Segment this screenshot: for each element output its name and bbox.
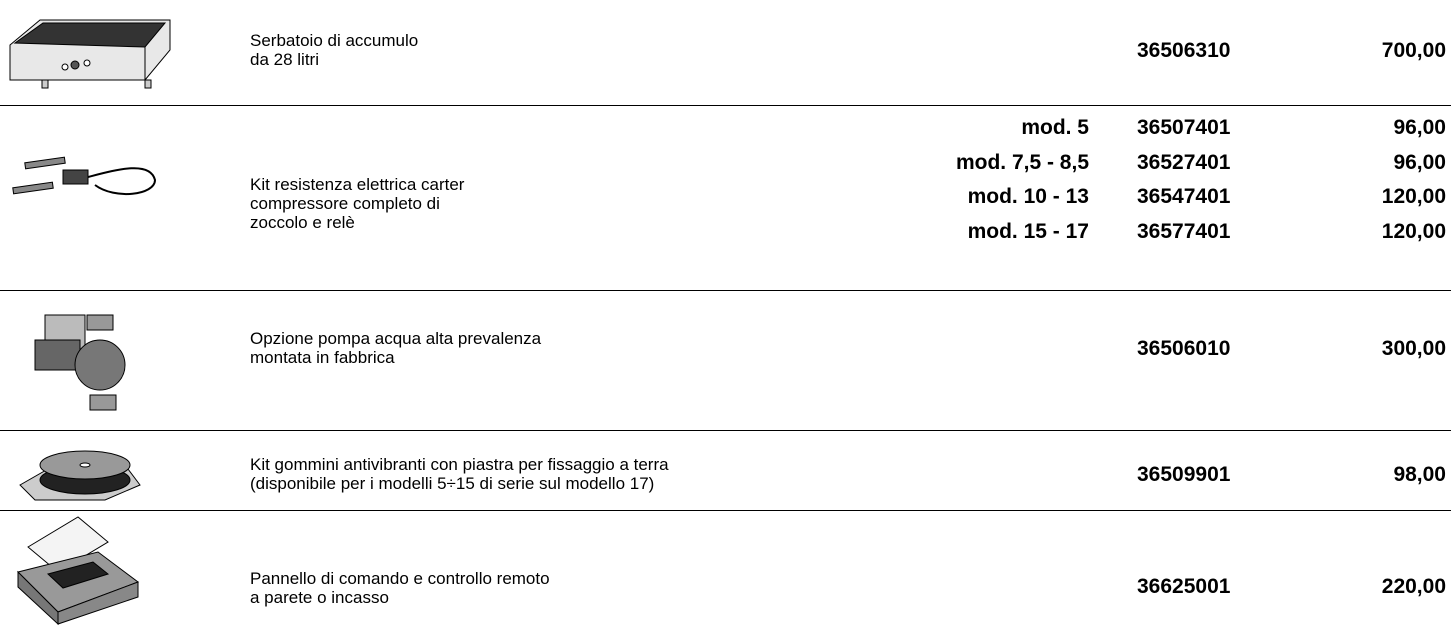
price: 96,00 xyxy=(1393,150,1446,174)
price: 96,00 xyxy=(1393,115,1446,139)
product-code: 36577401 xyxy=(1137,220,1231,244)
description-line: Pannello di comando e controllo remoto xyxy=(250,569,550,588)
description-line: Kit gommini antivibranti con piastra per… xyxy=(250,455,669,474)
description-line: zoccolo e relè xyxy=(250,212,355,232)
product-code: 36509901 xyxy=(1137,463,1231,486)
price: 300,00 xyxy=(1381,337,1446,360)
product-code: 36506010 xyxy=(1137,337,1231,360)
product-code: 36527401 xyxy=(1137,150,1231,174)
model: mod. 15 - 17 xyxy=(967,220,1089,244)
model: mod. 7,5 - 8,5 xyxy=(955,150,1089,174)
product-code: 36625001 xyxy=(1137,575,1231,598)
description-line: montata in fabbrica xyxy=(250,348,395,367)
antivibration-icon xyxy=(19,450,141,501)
price: 98,00 xyxy=(1393,463,1446,486)
row-separator xyxy=(0,510,1451,511)
control-panel-icon xyxy=(17,516,140,626)
model: mod. 10 - 13 xyxy=(967,185,1089,209)
description-line: a parete o incasso xyxy=(250,588,389,607)
pump-icon xyxy=(34,314,126,411)
heater-cable-icon xyxy=(12,156,157,196)
row-separator xyxy=(0,105,1451,106)
description-line: Kit resistenza elettrica carter xyxy=(250,174,465,194)
row-separator xyxy=(0,290,1451,291)
price: 120,00 xyxy=(1381,185,1446,209)
price: 220,00 xyxy=(1381,575,1446,598)
product-code: 36547401 xyxy=(1137,185,1231,209)
product-code: 36506310 xyxy=(1137,39,1231,62)
description-line: da 28 litri xyxy=(250,50,319,69)
row-separator xyxy=(0,430,1451,431)
product-code: 36507401 xyxy=(1137,115,1231,139)
price: 700,00 xyxy=(1381,39,1446,62)
description-line: compressore completo di xyxy=(250,193,440,213)
price: 120,00 xyxy=(1381,220,1446,244)
description-line: Serbatoio di accumulo xyxy=(250,31,419,50)
description-line: (disponibile per i modelli 5÷15 di serie… xyxy=(250,474,655,493)
model: mod. 5 xyxy=(1021,115,1089,139)
tank-icon xyxy=(9,19,171,89)
description-line: Opzione pompa acqua alta prevalenza xyxy=(250,329,542,348)
